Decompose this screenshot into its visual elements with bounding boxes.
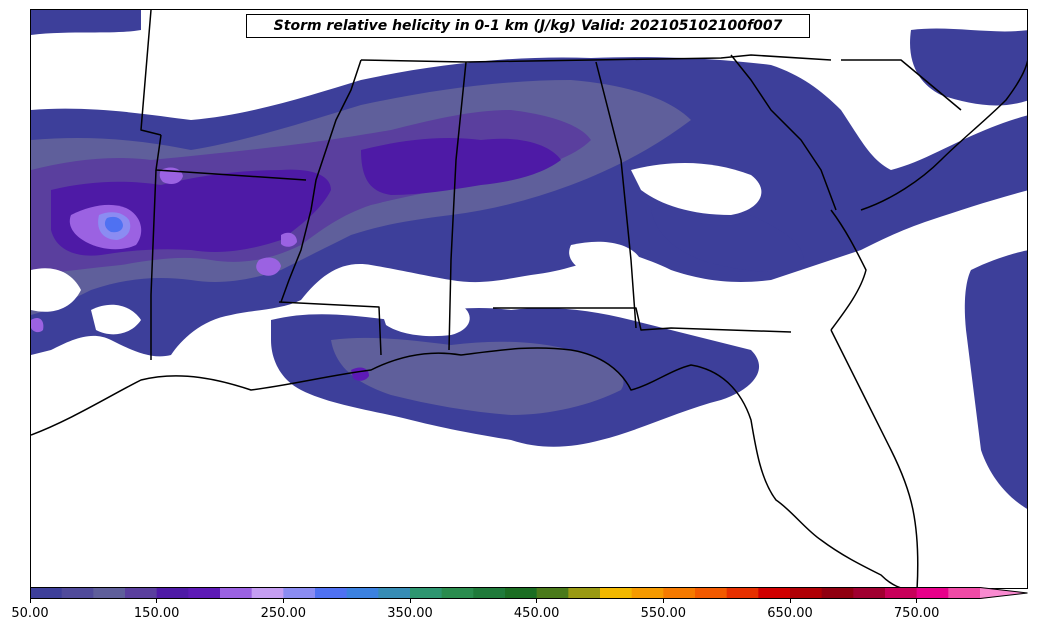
colorbar-tick-mark (29, 599, 31, 603)
colorbar-segment (30, 587, 63, 599)
colorbar-outline (30, 587, 1028, 599)
colorbar-tick-mark (409, 599, 411, 603)
colorbar-segment (188, 587, 221, 599)
colorbar-segment (505, 587, 538, 599)
colorbar-segment (790, 587, 823, 599)
colorbar-segment (663, 587, 696, 599)
colorbar-segment (346, 587, 379, 599)
colorbar-tick-label: 650.00 (767, 606, 813, 621)
colorbar-tick-mark (536, 599, 538, 603)
colorbar-segment (853, 587, 886, 599)
colorbar-tick-label: 350.00 (387, 606, 433, 621)
colorbar-segment (916, 587, 949, 599)
colorbar-segment (93, 587, 126, 599)
map-panel (30, 9, 1028, 589)
colorbar-segment (251, 587, 284, 599)
colorbar-segment (821, 587, 854, 599)
colorbar-segment (441, 587, 474, 599)
colorbar-segment (156, 587, 189, 599)
colorbar-segment (948, 587, 981, 599)
colorbar-tick-mark (789, 599, 791, 603)
colorbar-segment (695, 587, 728, 599)
colorbar-segment (536, 587, 569, 599)
colorbar-segment (283, 587, 316, 599)
colorbar-segment (410, 587, 443, 599)
boundaries (31, 10, 1027, 588)
colorbar-segment (885, 587, 918, 599)
helicity-map (31, 10, 1027, 588)
colorbar-tick-label: 250.00 (260, 606, 307, 621)
colorbar-segment (473, 587, 506, 599)
colorbar-tick-label: 450.00 (513, 606, 560, 621)
colorbar-segment (378, 587, 411, 599)
colorbar-segment (726, 587, 759, 599)
colorbar-tick-label: 750.00 (893, 606, 940, 621)
colorbar-segment (631, 587, 664, 599)
helicity-contours (31, 10, 1027, 509)
colorbar-segment (600, 587, 633, 599)
colorbar-segment (758, 587, 791, 599)
colorbar-tick-label: 550.00 (640, 606, 687, 621)
colorbar-tick-label: 150.00 (133, 606, 180, 621)
colorbar-tick-mark (156, 599, 158, 603)
colorbar-segment (568, 587, 601, 599)
colorbar (30, 587, 1028, 599)
colorbar-segment (220, 587, 253, 599)
colorbar-tick-mark (282, 599, 284, 603)
colorbar-tick-mark (916, 599, 918, 603)
map-title: Storm relative helicity in 0-1 km (J/kg)… (246, 14, 810, 38)
colorbar-tick-mark (662, 599, 664, 603)
colorbar-segment (61, 587, 94, 599)
colorbar-segment (315, 587, 348, 599)
colorbar-extend-arrow (980, 587, 1028, 599)
colorbar-segment (125, 587, 158, 599)
colorbar-tick-label: 50.00 (11, 606, 49, 621)
